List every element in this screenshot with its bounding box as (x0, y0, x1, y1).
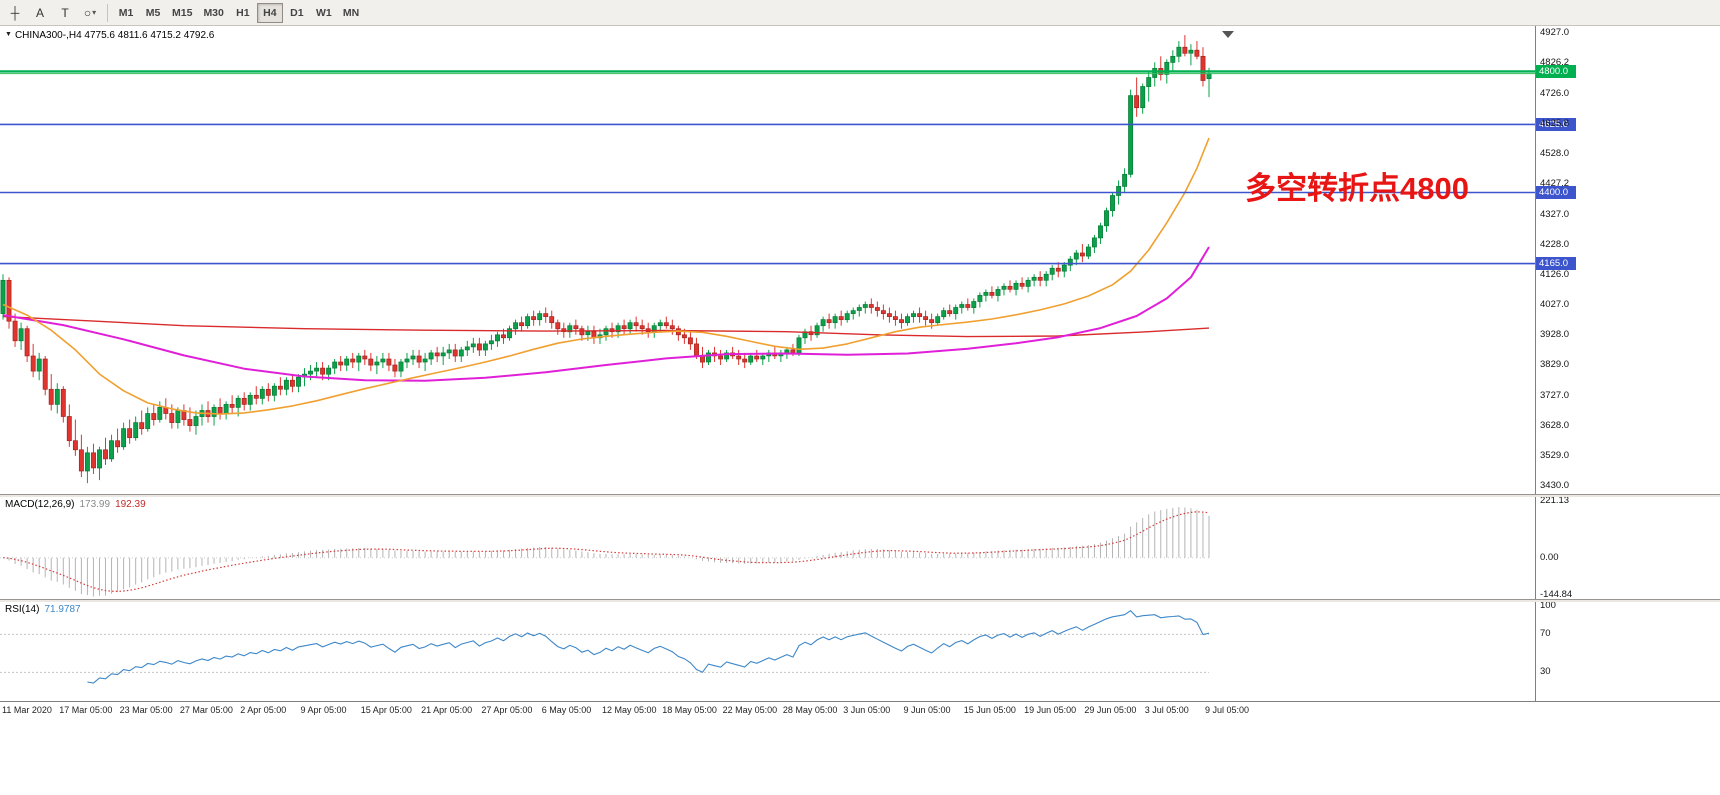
main-chart-panel[interactable]: ▼ CHINA300-,H4 4775.6 4811.6 4715.2 4792.… (0, 26, 1535, 494)
macd-panel[interactable]: MACD(12,26,9) 173.99 192.39 (0, 497, 1535, 599)
price-axis-label: 3829.0 (1540, 359, 1570, 371)
timeframe-button-h4[interactable]: H4 (256, 2, 283, 23)
chart-annotation-text[interactable]: 多空转折点4800 (1245, 171, 1469, 206)
price-axis-label: 4528.0 (1540, 147, 1570, 159)
price-tag-4800: 4800.0 (1536, 64, 1576, 78)
drawing-tools-group: ┼ A T ○ ▾ (3, 3, 102, 23)
price-tag-4400: 4400.0 (1536, 185, 1576, 199)
time-axis[interactable]: 11 Mar 2020 17 Mar 05:00 23 Mar 05:00 27 Ma… (0, 701, 1720, 720)
price-axis-label: 4826.2 (1540, 57, 1570, 69)
time-axis-label: 3 Jul 05:00 (1144, 705, 1189, 715)
main-chart-plot[interactable] (0, 26, 1535, 494)
price-axis-label: 4027.0 (1540, 299, 1570, 311)
macd-signal-value: 192.39 (115, 499, 146, 510)
rsi-panel[interactable]: RSI(14) 71.9787 (0, 602, 1535, 701)
timeframe-button-w1[interactable]: W1 (311, 3, 337, 23)
timeframe-button-mn[interactable]: MN (338, 3, 364, 23)
time-axis-label: 21 Apr 05:00 (421, 705, 473, 715)
rsi-plot[interactable] (0, 602, 1535, 701)
time-axis-label: 28 May 05:00 (782, 705, 838, 715)
ma-line-mid-magenta (2, 246, 1210, 382)
price-axis-label: 4625.8 (1540, 118, 1570, 130)
price-axis-label: 3727.0 (1540, 390, 1570, 402)
crosshair-tool-button[interactable]: ┼ (3, 3, 27, 23)
time-axis-label: 27 Apr 05:00 (481, 705, 533, 715)
macd-histogram (8, 507, 1210, 597)
rsi-axis-label: 100 (1540, 602, 1556, 611)
ohlc-toggle-icon[interactable]: ▼ (5, 31, 12, 38)
timeframe-button-d1[interactable]: D1 (284, 3, 310, 23)
time-axis-label: 3 Jun 05:00 (843, 705, 891, 715)
time-axis-label: 19 Jun 05:00 (1024, 705, 1077, 715)
price-tag-4625: 4625.0 (1536, 117, 1576, 131)
shapes-tool-button[interactable]: ○ ▾ (78, 3, 102, 23)
rsi-label: RSI(14) 71.9787 (5, 604, 86, 615)
text-tool-button[interactable]: A (28, 3, 52, 23)
toolbar-separator (107, 3, 108, 22)
symbol-ohlc-text: CHINA300-,H4 4775.6 4811.6 4715.2 4792.6 (14, 30, 215, 41)
time-axis-label: 15 Jun 05:00 (963, 705, 1016, 715)
macd-axis[interactable]: 221.13 0.00 -144.84 (1535, 497, 1720, 599)
price-axis-label: 4327.0 (1540, 208, 1570, 220)
price-axis-label: 3928.0 (1540, 329, 1570, 341)
macd-axis-label: 0.00 (1540, 551, 1559, 563)
rsi-line (87, 609, 1210, 684)
time-axis-label: 12 May 05:00 (602, 705, 657, 715)
price-axis-label: 4427.2 (1540, 178, 1570, 190)
ma-line-slow-red (2, 315, 1210, 338)
timeframe-button-m15[interactable]: M15 (167, 3, 197, 23)
timeframe-buttons-group: M1 M5 M15 M30 H1 H4 D1 W1 MN (113, 2, 364, 23)
time-axis-label: 15 Apr 05:00 (360, 705, 412, 715)
price-axis-label: 3529.0 (1540, 450, 1570, 462)
time-axis-label: 9 Jul 05:00 (1205, 705, 1250, 715)
top-toolbar: ┼ A T ○ ▾ M1 M5 M15 M30 H1 H4 D1 W1 MN (0, 0, 1720, 26)
timeframe-button-m5[interactable]: M5 (140, 3, 166, 23)
time-axis-label: 27 Mar 05:00 (179, 705, 233, 715)
time-axis-label: 9 Apr 05:00 (300, 705, 347, 715)
chart-shift-marker-icon[interactable] (1222, 31, 1234, 38)
macd-plot[interactable] (0, 497, 1535, 599)
ma-line-fast-orange (2, 137, 1210, 415)
time-axis-label: 11 Mar 2020 (2, 705, 52, 715)
price-axis[interactable]: 4800.0 4625.0 4400.0 4165.0 4927.0 4826.2 4726… (1535, 26, 1720, 494)
price-axis-label: 4228.0 (1540, 238, 1570, 250)
candles (0, 35, 1212, 484)
symbol-info: ▼ CHINA300-,H4 4775.6 4811.6 4715.2 4792.… (5, 30, 214, 41)
time-axis-label: 18 May 05:00 (662, 705, 717, 715)
time-axis-label: 9 Jun 05:00 (903, 705, 951, 715)
timeframe-button-m30[interactable]: M30 (198, 3, 228, 23)
time-axis-label: 17 Mar 05:00 (59, 705, 113, 715)
rsi-axis-label: 30 (1540, 666, 1551, 678)
time-axis-label: 2 Apr 05:00 (240, 705, 287, 715)
price-axis-label: 3628.0 (1540, 420, 1570, 432)
dropdown-caret-icon: ▾ (92, 8, 97, 17)
rsi-value: 71.9787 (44, 604, 81, 615)
time-axis-label: 22 May 05:00 (722, 705, 778, 715)
price-axis-label: 4126.0 (1540, 269, 1570, 281)
price-axis-label: 4927.0 (1540, 26, 1570, 38)
macd-label: MACD(12,26,9) 173.99 192.39 (5, 499, 151, 510)
macd-axis-label: -144.84 (1540, 589, 1573, 599)
macd-name: MACD(12,26,9) (5, 499, 75, 510)
rsi-name: RSI(14) (5, 604, 40, 615)
macd-main-value: 173.99 (79, 499, 111, 510)
price-axis-label: 4726.0 (1540, 87, 1570, 99)
panel-splitter[interactable] (0, 494, 1720, 497)
rsi-axis-label: 70 (1540, 628, 1551, 640)
text-label-tool-button[interactable]: T (53, 3, 77, 23)
price-tag-4165: 4165.0 (1536, 257, 1576, 271)
timeframe-button-m1[interactable]: M1 (113, 3, 139, 23)
price-axis-label: 3430.0 (1540, 480, 1570, 492)
time-axis-label: 23 Mar 05:00 (119, 705, 173, 715)
time-axis-label: 6 May 05:00 (541, 705, 592, 715)
rsi-axis[interactable]: 100 70 30 (1535, 602, 1720, 701)
macd-axis-label: 221.13 (1540, 497, 1570, 506)
time-axis-label: 29 Jun 05:00 (1084, 705, 1137, 715)
panel-splitter[interactable] (0, 599, 1720, 602)
timeframe-button-h1[interactable]: H1 (230, 3, 256, 23)
